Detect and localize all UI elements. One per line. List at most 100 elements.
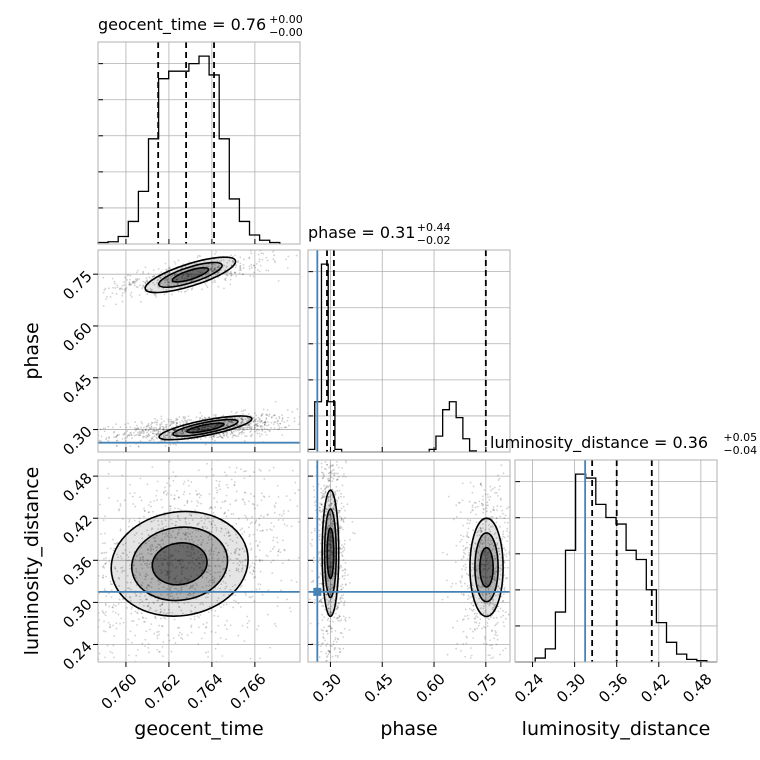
sample-point — [191, 538, 193, 541]
sample-point — [138, 595, 141, 598]
sample-point — [164, 262, 167, 265]
sample-point — [256, 428, 259, 430]
sample-point — [262, 421, 264, 424]
sample-point — [166, 535, 169, 537]
sample-point — [455, 516, 458, 518]
sample-point — [107, 287, 110, 290]
sample-point — [184, 532, 187, 534]
sample-point — [310, 562, 312, 564]
sample-point — [204, 425, 207, 428]
sample-point — [161, 275, 164, 278]
sample-point — [148, 585, 151, 587]
sample-point — [322, 457, 324, 459]
sample-point — [346, 573, 349, 576]
sample-point — [164, 617, 167, 620]
sample-point — [340, 551, 343, 554]
sample-point — [209, 425, 212, 428]
sample-point — [320, 487, 322, 490]
sample-point — [129, 492, 131, 495]
sample-point — [180, 588, 183, 591]
sample-point — [184, 430, 187, 432]
sample-point — [180, 609, 183, 612]
sample-point — [341, 467, 343, 469]
sample-point — [340, 585, 342, 588]
sample-point — [180, 270, 182, 273]
sample-point — [234, 551, 237, 553]
sample-point — [197, 626, 200, 629]
sample-point — [131, 620, 133, 622]
sample-point — [504, 611, 507, 614]
sample-point — [328, 625, 331, 628]
sample-point — [210, 436, 213, 439]
sample-point — [121, 552, 124, 555]
sample-point — [191, 287, 194, 290]
sample-point — [507, 521, 509, 524]
sample-point — [108, 560, 111, 563]
x-tick-label: 0.762 — [141, 670, 184, 713]
sample-point — [121, 437, 124, 440]
sample-point — [199, 566, 202, 569]
sample-point — [343, 600, 346, 603]
sample-point — [276, 422, 279, 425]
sample-point — [211, 579, 213, 582]
sample-point — [250, 516, 253, 518]
sample-point — [204, 443, 207, 446]
sample-point — [278, 513, 281, 516]
sample-point — [254, 563, 256, 566]
sample-point — [250, 435, 253, 438]
sample-point — [183, 277, 186, 280]
sample-point — [156, 437, 159, 440]
sample-point — [98, 439, 101, 442]
sample-point — [313, 489, 315, 492]
sample-point — [502, 599, 504, 602]
sample-point — [254, 246, 256, 248]
sample-point — [184, 668, 186, 670]
sample-point — [111, 652, 114, 654]
sample-point — [170, 432, 173, 435]
sample-point — [239, 431, 242, 434]
sample-point — [305, 415, 307, 417]
sample-point — [260, 499, 263, 502]
sample-point — [207, 517, 210, 519]
sample-point — [163, 558, 166, 560]
sample-point — [127, 422, 129, 425]
sample-point — [289, 498, 292, 501]
sample-point — [221, 436, 223, 438]
sample-point — [90, 580, 92, 582]
sample-point — [205, 278, 207, 281]
sample-point — [327, 650, 330, 653]
sample-point — [493, 486, 496, 489]
sample-point — [84, 593, 86, 595]
sample-point — [141, 287, 144, 290]
sample-point — [164, 424, 167, 426]
sample-point — [494, 624, 497, 627]
sample-point — [336, 617, 339, 620]
sample-point — [200, 427, 203, 429]
sample-point — [247, 423, 250, 426]
x-tick-label: 0.75 — [464, 670, 500, 706]
sample-point — [502, 533, 504, 536]
sample-point — [174, 558, 177, 561]
sample-point — [219, 434, 222, 437]
sample-point — [178, 626, 181, 629]
sample-point — [151, 437, 153, 440]
sample-point — [158, 427, 161, 430]
sample-point — [454, 561, 457, 564]
sample-point — [322, 605, 325, 608]
sample-point — [505, 555, 508, 558]
sample-point — [158, 543, 160, 546]
sample-point — [270, 421, 273, 424]
sample-point — [211, 263, 214, 266]
sample-point — [274, 506, 276, 509]
sample-point — [142, 270, 145, 273]
sample-point — [265, 528, 268, 531]
sample-point — [261, 258, 264, 261]
sample-point — [313, 501, 316, 504]
sample-point — [165, 525, 167, 528]
sample-point — [253, 419, 256, 421]
sample-point — [217, 557, 220, 560]
sample-point — [153, 426, 156, 429]
sample-point — [210, 426, 212, 428]
sample-point — [170, 437, 172, 440]
sample-point — [173, 494, 176, 497]
